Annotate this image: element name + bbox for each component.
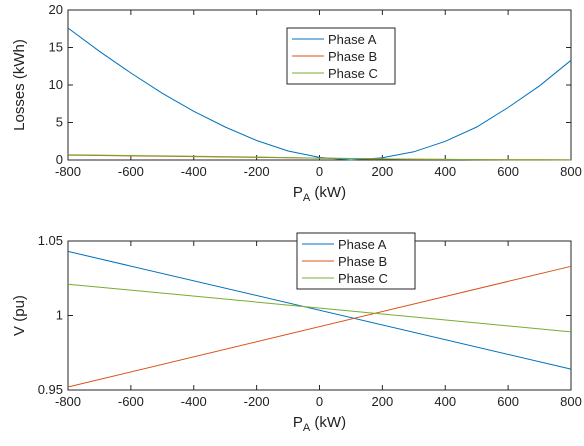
x-tick-label: -400 — [181, 394, 207, 409]
series-line-phase-c — [67, 283, 572, 333]
x-tick-label: -200 — [244, 394, 270, 409]
y-tick-label: 5 — [56, 115, 63, 130]
x-tick-label: -600 — [118, 164, 144, 179]
chart-1: -800 -600 -400 -200 0 200 400 600 800 0 5 10 15 20 PA … — [11, 2, 582, 204]
legend: Phase A Phase B Phase C — [286, 27, 396, 85]
y-axis-label: V (pu) — [11, 295, 28, 336]
series-line-phase-b — [67, 265, 572, 388]
x-axis-label: PA (kW) — [293, 184, 346, 204]
y-tick-label: 0 — [56, 152, 63, 167]
legend-label: Phase C — [338, 271, 388, 286]
series-line-phase-a — [67, 250, 572, 370]
legend-label: Phase B — [338, 254, 387, 269]
legend-label: Phase A — [328, 32, 377, 47]
y-tick-label: 1 — [56, 308, 63, 323]
chart-2: -800 -600 -400 -200 0 200 400 600 800 0.95 1 1.05 PA… — [11, 232, 582, 434]
x-tick-label: 200 — [372, 164, 394, 179]
legend: Phase A Phase B Phase C — [296, 232, 416, 290]
y-tick-label: 20 — [49, 2, 63, 17]
y-tick-label: 1.05 — [38, 233, 63, 248]
series-line-phase-a — [67, 27, 572, 161]
x-tick-label: 800 — [560, 394, 582, 409]
y-tick-label: 15 — [49, 40, 63, 55]
x-tick-label: -600 — [118, 394, 144, 409]
x-tick-label: 600 — [497, 394, 519, 409]
x-tick-label: -400 — [181, 164, 207, 179]
legend-label: Phase B — [328, 49, 377, 64]
legend-label: Phase C — [328, 66, 378, 81]
x-tick-label: -800 — [55, 394, 81, 409]
x-tick-label: 800 — [560, 164, 582, 179]
x-tick-label: 200 — [372, 394, 394, 409]
x-tick-label: -200 — [244, 164, 270, 179]
y-axis-label: Losses (kWh) — [11, 39, 28, 131]
x-tick-label: 400 — [434, 164, 456, 179]
x-axis-label: PA (kW) — [293, 414, 346, 434]
x-tick-label: 400 — [434, 394, 456, 409]
x-tick-label: 0 — [316, 164, 323, 179]
legend-label: Phase A — [338, 237, 387, 252]
x-tick-label: 0 — [316, 394, 323, 409]
y-tick-label: 10 — [49, 77, 63, 92]
y-tick-label: 0.95 — [38, 382, 63, 397]
x-tick-label: -800 — [55, 164, 81, 179]
series-line-phase-c — [67, 154, 572, 161]
x-tick-label: 600 — [497, 164, 519, 179]
